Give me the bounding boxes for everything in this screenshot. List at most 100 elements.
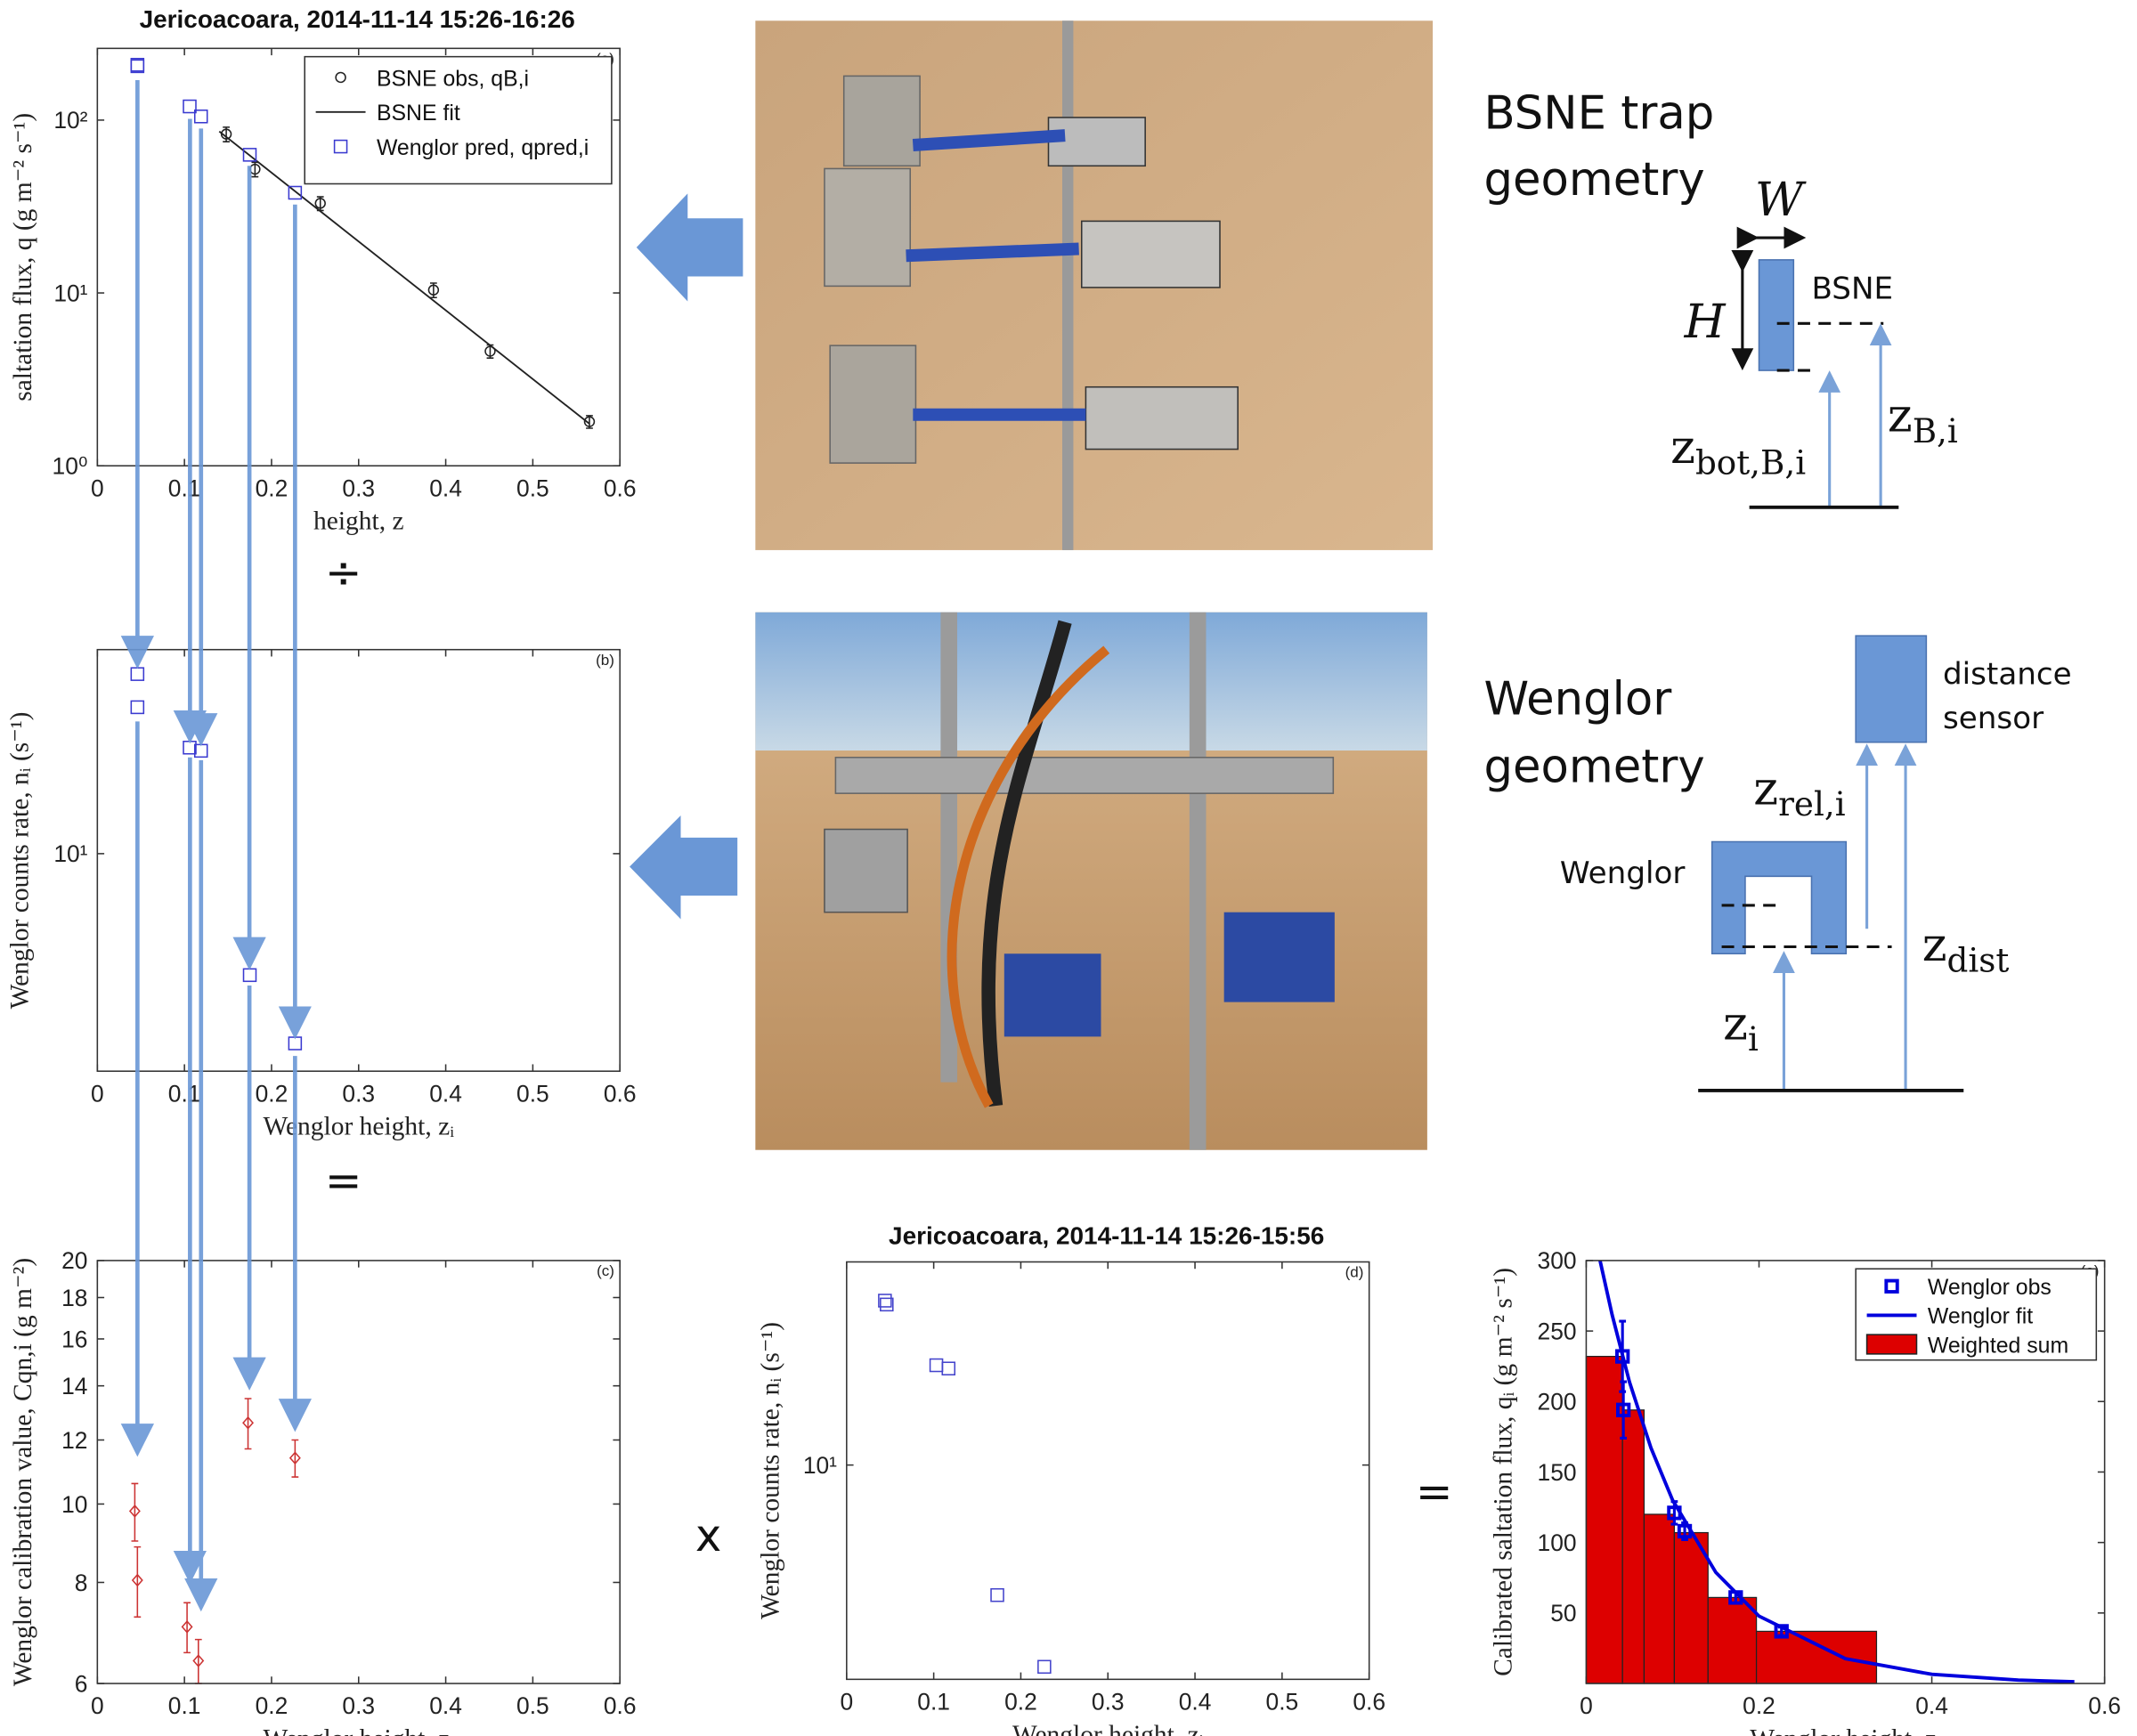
plot-frame bbox=[96, 1260, 621, 1684]
x-tick-label: 0.1 bbox=[168, 1080, 201, 1107]
symbol: H bbox=[1684, 295, 1727, 349]
data-point bbox=[1616, 1402, 1631, 1417]
guide-arrows bbox=[120, 80, 312, 1612]
y-tick-label: 50 bbox=[1550, 1600, 1576, 1626]
x-tick-label: 0.6 bbox=[2088, 1692, 2121, 1719]
y-tick-label: 14 bbox=[61, 1373, 87, 1399]
x-tick-label: 0.4 bbox=[1915, 1692, 1948, 1719]
x-tick-label: 0 bbox=[91, 1692, 104, 1719]
panel-label: (b) bbox=[596, 652, 614, 669]
error-bar bbox=[244, 1398, 252, 1450]
plot-frame bbox=[96, 47, 621, 466]
symbol: zB,i bbox=[1888, 388, 1958, 450]
panel-label: (c) bbox=[597, 1262, 614, 1279]
legend-label: BSNE fit bbox=[377, 101, 460, 126]
y-tick-label: 10¹ bbox=[53, 840, 87, 867]
chart-title: Jericoacoara, 2014-11-14 15:26-15:56 bbox=[889, 1221, 1324, 1249]
x-axis-label: Wenglor height, zᵢ bbox=[1750, 1724, 1941, 1736]
data-point bbox=[427, 284, 440, 296]
x-tick-label: 0.3 bbox=[342, 1080, 375, 1107]
diagram-label: sensor bbox=[1943, 701, 2044, 736]
data-point bbox=[990, 1587, 1004, 1602]
symbol: z bbox=[1922, 918, 1947, 972]
diagram-label: distance bbox=[1943, 657, 2072, 693]
data-point bbox=[1667, 1505, 1682, 1521]
y-tick-label: 18 bbox=[61, 1285, 87, 1311]
y-tick-label: 10² bbox=[53, 107, 87, 134]
x-tick-label: 0 bbox=[1580, 1692, 1593, 1719]
data-point bbox=[193, 110, 208, 124]
legend-label: Weighted sum bbox=[1928, 1334, 2068, 1358]
error-bar bbox=[291, 1439, 299, 1478]
x-tick-label: 0 bbox=[91, 1080, 104, 1107]
data-point bbox=[1774, 1624, 1789, 1639]
x-tick-label: 0.3 bbox=[342, 475, 375, 501]
data-point bbox=[314, 198, 326, 209]
x-tick-label: 0.2 bbox=[1743, 1692, 1775, 1719]
subscript: B,i bbox=[1913, 411, 1958, 450]
error-bar bbox=[1670, 1500, 1678, 1526]
x-tick-label: 0.3 bbox=[342, 1692, 375, 1719]
x-tick-label: 0.2 bbox=[256, 1692, 288, 1719]
data-point bbox=[333, 139, 348, 154]
x-axis-label: height, z bbox=[313, 507, 404, 536]
symbol: z bbox=[1888, 388, 1913, 442]
x-tick-label: 0.4 bbox=[429, 1692, 462, 1719]
symbol: zrel,i bbox=[1753, 762, 1845, 823]
y-tick-label: 250 bbox=[1538, 1318, 1577, 1344]
data-point bbox=[941, 1361, 956, 1375]
x-tick-label: 0.5 bbox=[1266, 1689, 1299, 1716]
x-tick-label: 0.5 bbox=[516, 1692, 549, 1719]
plot-area bbox=[97, 1260, 621, 1684]
y-tick-label: 200 bbox=[1538, 1389, 1577, 1416]
data-point bbox=[130, 59, 145, 74]
x-tick-label: 0 bbox=[840, 1689, 853, 1716]
x-tick-label: 0.3 bbox=[1092, 1689, 1125, 1716]
data-point bbox=[288, 1451, 301, 1465]
x-tick-label: 0.5 bbox=[516, 1080, 549, 1107]
subscript: rel,i bbox=[1778, 784, 1846, 823]
fit-line bbox=[218, 130, 590, 425]
y-tick-label: 12 bbox=[61, 1427, 87, 1454]
data-point bbox=[1677, 1523, 1693, 1539]
x-tick-label: 0 bbox=[91, 475, 104, 501]
data-point bbox=[484, 345, 496, 357]
plot-frame bbox=[96, 648, 621, 1073]
plot-frame bbox=[1585, 1260, 2106, 1684]
x-tick-label: 0.5 bbox=[516, 475, 549, 501]
x-tick-label: 0.4 bbox=[429, 1080, 462, 1107]
symbol: zbot,B,i bbox=[1670, 420, 1806, 482]
x-tick-label: 0.2 bbox=[1004, 1689, 1037, 1716]
y-axis-label: Wenglor counts rate, nᵢ (s⁻¹) bbox=[757, 1322, 785, 1619]
data-point bbox=[335, 71, 346, 84]
wenglor-diagram: Wenglor geometry distance sensor zrel,i … bbox=[1484, 635, 2072, 1092]
data-point bbox=[1884, 1278, 1899, 1294]
subscript: bot,B,i bbox=[1695, 443, 1806, 483]
x-tick-label: 0.4 bbox=[429, 475, 462, 501]
symbol: z bbox=[1753, 762, 1778, 816]
y-tick-label: 6 bbox=[75, 1670, 88, 1697]
data-point bbox=[1615, 1349, 1630, 1364]
y-tick-label: 100 bbox=[1538, 1529, 1577, 1556]
y-axis-label: Calibrated saltation flux, qᵢ (g m⁻² s⁻¹… bbox=[1490, 1268, 1518, 1676]
error-bar bbox=[131, 1482, 139, 1542]
legend-box bbox=[304, 55, 613, 185]
data-point bbox=[1037, 1659, 1052, 1675]
symbol: zdist bbox=[1922, 918, 2010, 979]
data-point bbox=[288, 185, 303, 200]
block-arrow bbox=[636, 193, 743, 302]
y-axis-label: Wenglor calibration value, Cqn,i (g m⁻²) bbox=[9, 1258, 37, 1686]
chart-title: Jericoacoara, 2014-11-14 15:26-16:26 bbox=[140, 5, 575, 33]
diagram-title: geometry bbox=[1484, 741, 1705, 794]
data-point bbox=[181, 1619, 193, 1634]
x-tick-label: 0.1 bbox=[168, 475, 201, 501]
y-tick-label: 20 bbox=[61, 1247, 87, 1274]
x-tick-label: 0.6 bbox=[604, 1692, 637, 1719]
x-axis-label: Wenglor height, zᵢ bbox=[264, 1724, 455, 1736]
diagram-title: BSNE trap bbox=[1484, 86, 1715, 140]
x-axis-label: Wenglor height, zᵢ bbox=[1012, 1721, 1204, 1736]
x-tick-label: 0.6 bbox=[1353, 1689, 1385, 1716]
histogram-bar bbox=[1643, 1513, 1676, 1684]
block-arrow bbox=[630, 815, 738, 920]
x-tick-label: 0.1 bbox=[168, 1692, 201, 1719]
